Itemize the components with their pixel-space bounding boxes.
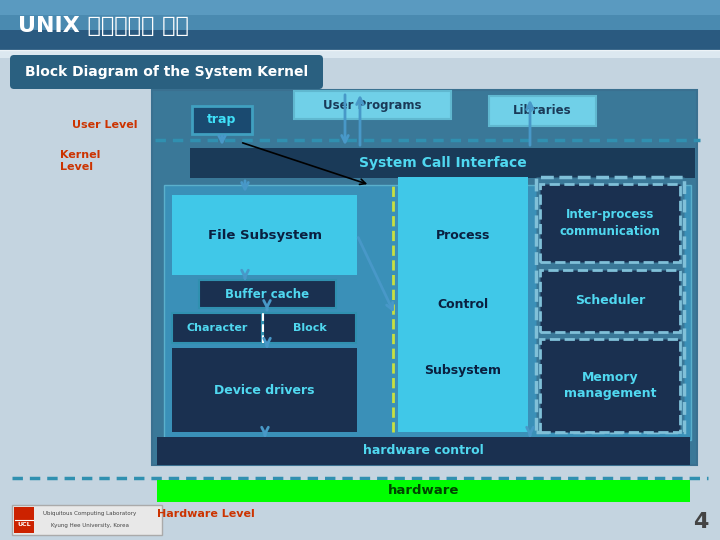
FancyBboxPatch shape xyxy=(0,4,720,5)
FancyBboxPatch shape xyxy=(172,313,262,343)
FancyBboxPatch shape xyxy=(0,0,720,30)
FancyBboxPatch shape xyxy=(540,339,680,432)
FancyBboxPatch shape xyxy=(0,30,720,31)
FancyBboxPatch shape xyxy=(0,43,720,44)
FancyBboxPatch shape xyxy=(0,16,720,17)
FancyBboxPatch shape xyxy=(0,27,720,28)
FancyBboxPatch shape xyxy=(489,96,596,126)
FancyBboxPatch shape xyxy=(0,47,720,48)
FancyBboxPatch shape xyxy=(199,280,336,308)
FancyBboxPatch shape xyxy=(0,42,720,43)
Text: Character: Character xyxy=(186,323,248,333)
FancyBboxPatch shape xyxy=(190,148,695,178)
FancyBboxPatch shape xyxy=(0,21,720,22)
FancyBboxPatch shape xyxy=(0,37,720,38)
FancyBboxPatch shape xyxy=(0,28,720,29)
Text: hardware: hardware xyxy=(388,484,459,497)
FancyBboxPatch shape xyxy=(398,177,528,432)
FancyBboxPatch shape xyxy=(152,90,697,465)
FancyBboxPatch shape xyxy=(0,12,720,13)
FancyBboxPatch shape xyxy=(0,36,720,37)
FancyBboxPatch shape xyxy=(157,480,690,502)
FancyBboxPatch shape xyxy=(172,348,357,432)
FancyBboxPatch shape xyxy=(0,38,720,39)
Text: Ubiquitous Computing Laboratory: Ubiquitous Computing Laboratory xyxy=(43,511,137,516)
Text: Memory
management: Memory management xyxy=(564,370,656,401)
FancyBboxPatch shape xyxy=(0,31,720,32)
FancyBboxPatch shape xyxy=(0,22,720,23)
FancyBboxPatch shape xyxy=(0,19,720,20)
FancyBboxPatch shape xyxy=(10,55,323,89)
FancyBboxPatch shape xyxy=(0,3,720,4)
Text: UNIX 운영체제의 구조: UNIX 운영체제의 구조 xyxy=(18,16,189,36)
Text: User Level: User Level xyxy=(72,120,138,130)
FancyBboxPatch shape xyxy=(0,2,720,3)
FancyBboxPatch shape xyxy=(0,41,720,42)
Text: Hardware Level: Hardware Level xyxy=(157,509,255,519)
FancyBboxPatch shape xyxy=(0,25,720,26)
Text: Libraries: Libraries xyxy=(513,105,572,118)
FancyBboxPatch shape xyxy=(0,46,720,47)
FancyBboxPatch shape xyxy=(0,23,720,24)
Text: Scheduler: Scheduler xyxy=(575,294,645,307)
FancyBboxPatch shape xyxy=(0,18,720,19)
Text: User Programs: User Programs xyxy=(323,98,422,111)
FancyBboxPatch shape xyxy=(294,91,451,119)
FancyBboxPatch shape xyxy=(0,24,720,25)
FancyBboxPatch shape xyxy=(0,49,720,50)
FancyBboxPatch shape xyxy=(0,50,720,58)
Text: Block: Block xyxy=(292,323,326,333)
FancyBboxPatch shape xyxy=(0,0,720,1)
FancyBboxPatch shape xyxy=(0,26,720,27)
FancyBboxPatch shape xyxy=(0,45,720,46)
Text: Kernel: Kernel xyxy=(60,150,100,160)
FancyBboxPatch shape xyxy=(0,35,720,36)
FancyBboxPatch shape xyxy=(0,34,720,35)
FancyBboxPatch shape xyxy=(540,184,680,262)
FancyBboxPatch shape xyxy=(192,106,252,134)
FancyBboxPatch shape xyxy=(0,44,720,45)
Text: 4: 4 xyxy=(693,512,708,532)
Text: trap: trap xyxy=(207,113,237,126)
FancyBboxPatch shape xyxy=(0,8,720,9)
Text: Kyung Hee University, Korea: Kyung Hee University, Korea xyxy=(51,523,129,529)
Text: Level: Level xyxy=(60,162,93,172)
FancyBboxPatch shape xyxy=(0,0,720,50)
FancyBboxPatch shape xyxy=(540,270,680,332)
FancyBboxPatch shape xyxy=(12,505,162,535)
FancyBboxPatch shape xyxy=(0,11,720,12)
FancyBboxPatch shape xyxy=(172,195,357,275)
FancyBboxPatch shape xyxy=(536,177,684,432)
Text: hardware control: hardware control xyxy=(363,444,484,457)
FancyBboxPatch shape xyxy=(0,0,720,15)
Text: Buffer cache: Buffer cache xyxy=(225,287,310,300)
FancyBboxPatch shape xyxy=(0,33,720,34)
FancyBboxPatch shape xyxy=(0,40,720,41)
Text: Process: Process xyxy=(436,229,490,242)
FancyBboxPatch shape xyxy=(14,507,34,533)
FancyBboxPatch shape xyxy=(0,1,720,2)
FancyBboxPatch shape xyxy=(0,20,720,21)
FancyBboxPatch shape xyxy=(0,15,720,16)
FancyBboxPatch shape xyxy=(0,7,720,8)
Text: UCL: UCL xyxy=(17,522,31,527)
FancyBboxPatch shape xyxy=(157,437,690,465)
FancyBboxPatch shape xyxy=(0,17,720,18)
FancyBboxPatch shape xyxy=(0,39,720,40)
FancyBboxPatch shape xyxy=(0,29,720,30)
Text: File Subsystem: File Subsystem xyxy=(207,228,322,241)
FancyBboxPatch shape xyxy=(0,48,720,49)
Text: Device drivers: Device drivers xyxy=(215,383,315,396)
Text: Control: Control xyxy=(438,298,489,311)
FancyBboxPatch shape xyxy=(164,185,691,440)
FancyBboxPatch shape xyxy=(0,13,720,14)
FancyBboxPatch shape xyxy=(0,9,720,10)
FancyBboxPatch shape xyxy=(0,14,720,15)
FancyBboxPatch shape xyxy=(0,32,720,33)
FancyBboxPatch shape xyxy=(0,10,720,11)
FancyBboxPatch shape xyxy=(0,5,720,6)
FancyBboxPatch shape xyxy=(263,313,356,343)
Text: Subsystem: Subsystem xyxy=(425,364,502,377)
Text: System Call Interface: System Call Interface xyxy=(359,156,526,170)
